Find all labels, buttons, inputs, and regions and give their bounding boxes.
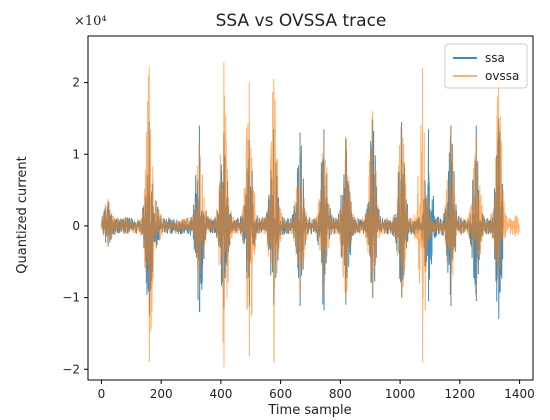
y-tick-label: 0 bbox=[72, 219, 80, 233]
legend: ssa ovssa bbox=[444, 43, 528, 89]
y-tick-label: −1 bbox=[62, 291, 80, 305]
plot-layer bbox=[100, 62, 520, 368]
x-axis-ticks: 0 200 400 600 800 1000 1200 1400 bbox=[98, 380, 535, 401]
x-tick-label: 1200 bbox=[445, 387, 476, 401]
x-tick-label: 800 bbox=[329, 387, 352, 401]
legend-label-ssa: ssa bbox=[485, 51, 505, 65]
x-tick-label: 1400 bbox=[504, 387, 535, 401]
chart-title: SSA vs OVSSA trace bbox=[216, 11, 387, 31]
series-line-ovssa bbox=[100, 62, 520, 368]
y-tick-label: 1 bbox=[72, 147, 80, 161]
x-tick-label: 200 bbox=[150, 387, 173, 401]
x-axis-label: Time sample bbox=[267, 403, 351, 418]
plot-frame bbox=[87, 35, 534, 381]
y-axis-label: Quantized current bbox=[15, 156, 30, 274]
x-tick-label: 400 bbox=[209, 387, 232, 401]
y-tick-label: −2 bbox=[62, 362, 80, 376]
y-scale-label: ×10⁴ bbox=[74, 14, 107, 29]
legend-label-ovssa: ovssa bbox=[485, 69, 519, 83]
x-tick-label: 600 bbox=[269, 387, 292, 401]
x-tick-label: 1000 bbox=[385, 387, 416, 401]
x-tick-label: 0 bbox=[98, 387, 106, 401]
y-axis-ticks: −2 −1 0 1 2 bbox=[62, 76, 88, 376]
y-tick-label: 2 bbox=[72, 76, 80, 90]
